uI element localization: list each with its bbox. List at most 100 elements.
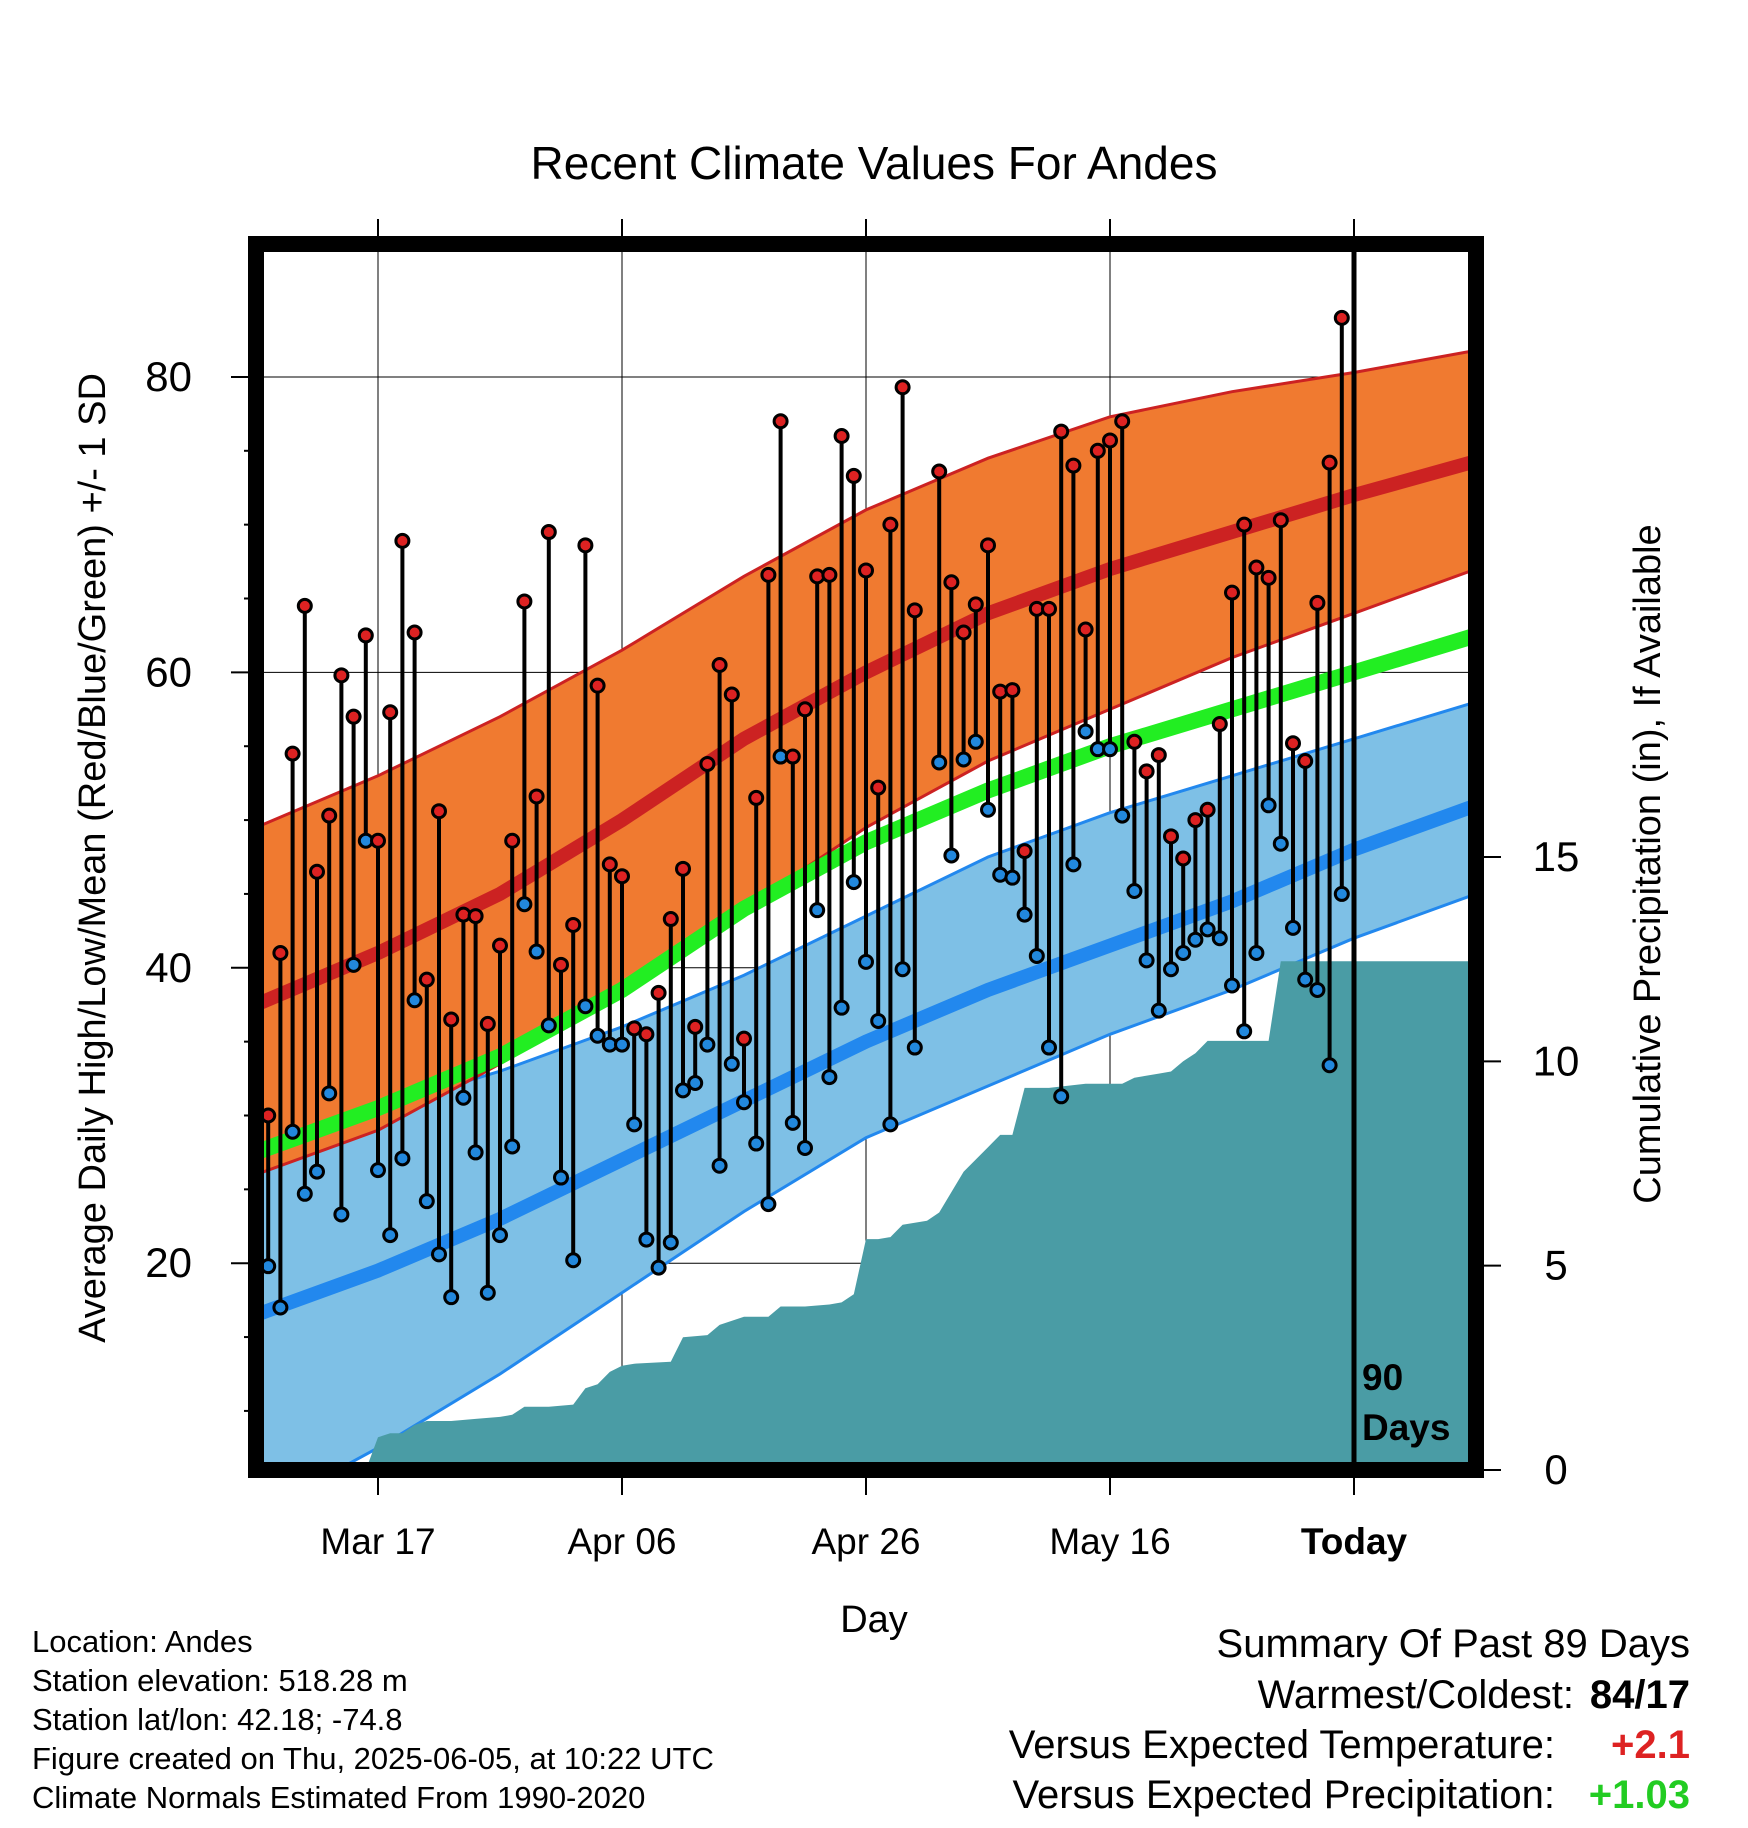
low-point bbox=[943, 847, 960, 864]
y-tick-label: 40 bbox=[145, 944, 192, 991]
high-point bbox=[931, 463, 948, 480]
low-point bbox=[748, 1135, 765, 1152]
low-point bbox=[858, 953, 874, 970]
low-point bbox=[870, 1012, 887, 1029]
low-point bbox=[1187, 931, 1204, 948]
low-point bbox=[675, 1082, 691, 1099]
low-point bbox=[443, 1289, 460, 1306]
low-point bbox=[906, 1039, 923, 1056]
low-point bbox=[467, 1144, 484, 1161]
high-point bbox=[1187, 812, 1204, 829]
high-point bbox=[1114, 413, 1131, 430]
low-point bbox=[699, 1036, 716, 1053]
low-point bbox=[650, 1259, 667, 1276]
high-point bbox=[675, 860, 691, 877]
high-point bbox=[870, 779, 887, 796]
y2-axis-label: Cumulative Precipitation (in), If Availa… bbox=[1627, 524, 1669, 1203]
low-normal-line bbox=[256, 798, 1476, 1322]
high-point bbox=[1309, 594, 1326, 611]
high-point bbox=[943, 574, 960, 591]
high-point bbox=[1248, 559, 1265, 576]
low-point bbox=[1333, 885, 1350, 902]
x-tick-label: Today bbox=[1301, 1521, 1408, 1562]
high-point bbox=[833, 428, 850, 445]
plot-content: 90 Days bbox=[256, 244, 1476, 1470]
low-point bbox=[406, 992, 423, 1009]
location-text: Location: Andes bbox=[32, 1624, 253, 1659]
y-tick-label: 20 bbox=[145, 1239, 192, 1286]
x-tick-label: Apr 06 bbox=[567, 1521, 676, 1562]
high-point bbox=[565, 916, 582, 933]
low-point bbox=[431, 1246, 447, 1263]
low-point bbox=[723, 1055, 740, 1072]
low-point bbox=[797, 1139, 813, 1156]
high-point bbox=[1272, 512, 1289, 529]
high-point bbox=[370, 832, 386, 849]
high-point bbox=[882, 516, 899, 533]
low-point bbox=[1102, 741, 1118, 758]
low-point bbox=[309, 1163, 325, 1180]
low-point bbox=[1053, 1088, 1070, 1105]
high-point bbox=[748, 789, 765, 806]
precip-label: Versus Expected Precipitation: bbox=[1012, 1773, 1555, 1817]
temp-label: Versus Expected Temperature: bbox=[1008, 1723, 1555, 1767]
high-point bbox=[1211, 716, 1228, 733]
high-point bbox=[980, 537, 996, 554]
low-point bbox=[1248, 945, 1265, 962]
low-point bbox=[455, 1089, 472, 1106]
high-point bbox=[699, 755, 716, 772]
high-point bbox=[516, 593, 533, 610]
low-point bbox=[540, 1017, 557, 1034]
high-point bbox=[784, 748, 801, 765]
low-point bbox=[565, 1252, 582, 1269]
low-point bbox=[736, 1094, 752, 1111]
high-point bbox=[1260, 569, 1277, 586]
high-point bbox=[1150, 747, 1167, 764]
low-point bbox=[1199, 921, 1216, 938]
elevation-text: Station elevation: 518.28 m bbox=[32, 1663, 408, 1698]
high-point bbox=[711, 656, 728, 673]
low-point bbox=[1224, 977, 1240, 994]
low-point bbox=[1260, 797, 1277, 814]
y-tick-label: 60 bbox=[145, 648, 192, 695]
high-point bbox=[687, 1018, 704, 1035]
low-point bbox=[492, 1227, 508, 1244]
low-point bbox=[553, 1169, 569, 1186]
high-point bbox=[1199, 801, 1216, 818]
high-point bbox=[553, 956, 569, 973]
low-point bbox=[614, 1036, 630, 1053]
high-point bbox=[955, 624, 972, 641]
low-sd-lower-edge bbox=[334, 892, 1476, 1470]
precip-area bbox=[256, 961, 1476, 1470]
high-point bbox=[418, 971, 435, 988]
high-point bbox=[504, 832, 521, 849]
today-days-word: Days bbox=[1362, 1407, 1450, 1448]
low-point bbox=[516, 896, 533, 913]
high-point bbox=[577, 537, 594, 554]
high-point bbox=[1053, 423, 1070, 440]
high-point bbox=[1077, 621, 1094, 638]
high-point bbox=[650, 984, 667, 1001]
high-point bbox=[467, 908, 484, 925]
high-point bbox=[296, 597, 313, 614]
created-text: Figure created on Thu, 2025-06-05, at 10… bbox=[32, 1741, 714, 1776]
high-point bbox=[967, 596, 984, 613]
high-point bbox=[1065, 457, 1082, 474]
high-point bbox=[772, 413, 789, 430]
low-point bbox=[1041, 1039, 1057, 1056]
high-point bbox=[1041, 600, 1057, 617]
low-point bbox=[638, 1231, 655, 1248]
high-point bbox=[479, 1015, 496, 1032]
high-point bbox=[1333, 309, 1350, 326]
low-point bbox=[394, 1150, 411, 1167]
high-point bbox=[528, 788, 545, 805]
high-point bbox=[601, 856, 618, 873]
low-point bbox=[1065, 856, 1082, 873]
high-point bbox=[638, 1026, 655, 1043]
x-tick-label: Mar 17 bbox=[320, 1521, 435, 1562]
low-point bbox=[321, 1085, 338, 1102]
station-info: Location: Andes Station elevation: 518.2… bbox=[32, 1622, 714, 1817]
low-point bbox=[1285, 919, 1301, 936]
plot-area: 90 Days bbox=[256, 244, 1476, 1470]
